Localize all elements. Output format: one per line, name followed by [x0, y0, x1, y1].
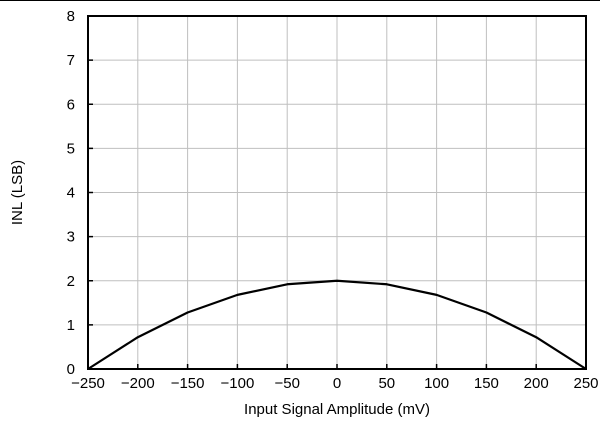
y-axis-label: INL (LSB) — [9, 160, 26, 225]
y-tick-label: 7 — [67, 52, 75, 69]
x-tick-label: −150 — [171, 375, 205, 392]
x-tick-label: 150 — [474, 375, 499, 392]
grid-lines — [88, 16, 586, 369]
x-tick-label: −250 — [71, 375, 105, 392]
y-tick-label: 5 — [67, 140, 75, 157]
series-line-inl — [87, 279, 587, 370]
x-tick-label: −100 — [221, 375, 255, 392]
x-axis-tick-labels: −250 −200 −150 −100 −50 0 50 100 150 200 250 — [71, 375, 598, 392]
series-layer — [87, 279, 587, 370]
y-tick-label: 0 — [67, 361, 75, 378]
x-tick-label: 50 — [378, 375, 395, 392]
y-tick-label: 4 — [67, 185, 75, 202]
x-axis-label: Input Signal Amplitude (mV) — [244, 401, 430, 418]
y-tick-label: 6 — [67, 96, 75, 113]
y-axis-tick-labels: 0 1 2 3 4 5 6 7 8 — [67, 8, 75, 378]
y-tick-label: 3 — [67, 229, 75, 246]
x-tick-label: −200 — [121, 375, 155, 392]
tick-marks — [87, 15, 587, 370]
x-tick-label: −50 — [274, 375, 299, 392]
y-tick-label: 1 — [67, 317, 75, 334]
x-tick-label: 200 — [524, 375, 549, 392]
x-tick-label: 100 — [424, 375, 449, 392]
x-tick-label: 0 — [333, 375, 341, 392]
y-tick-label: 2 — [67, 273, 75, 290]
x-tick-label: 250 — [573, 375, 598, 392]
top-border-rule — [0, 0, 600, 1]
y-tick-label: 8 — [67, 8, 75, 25]
